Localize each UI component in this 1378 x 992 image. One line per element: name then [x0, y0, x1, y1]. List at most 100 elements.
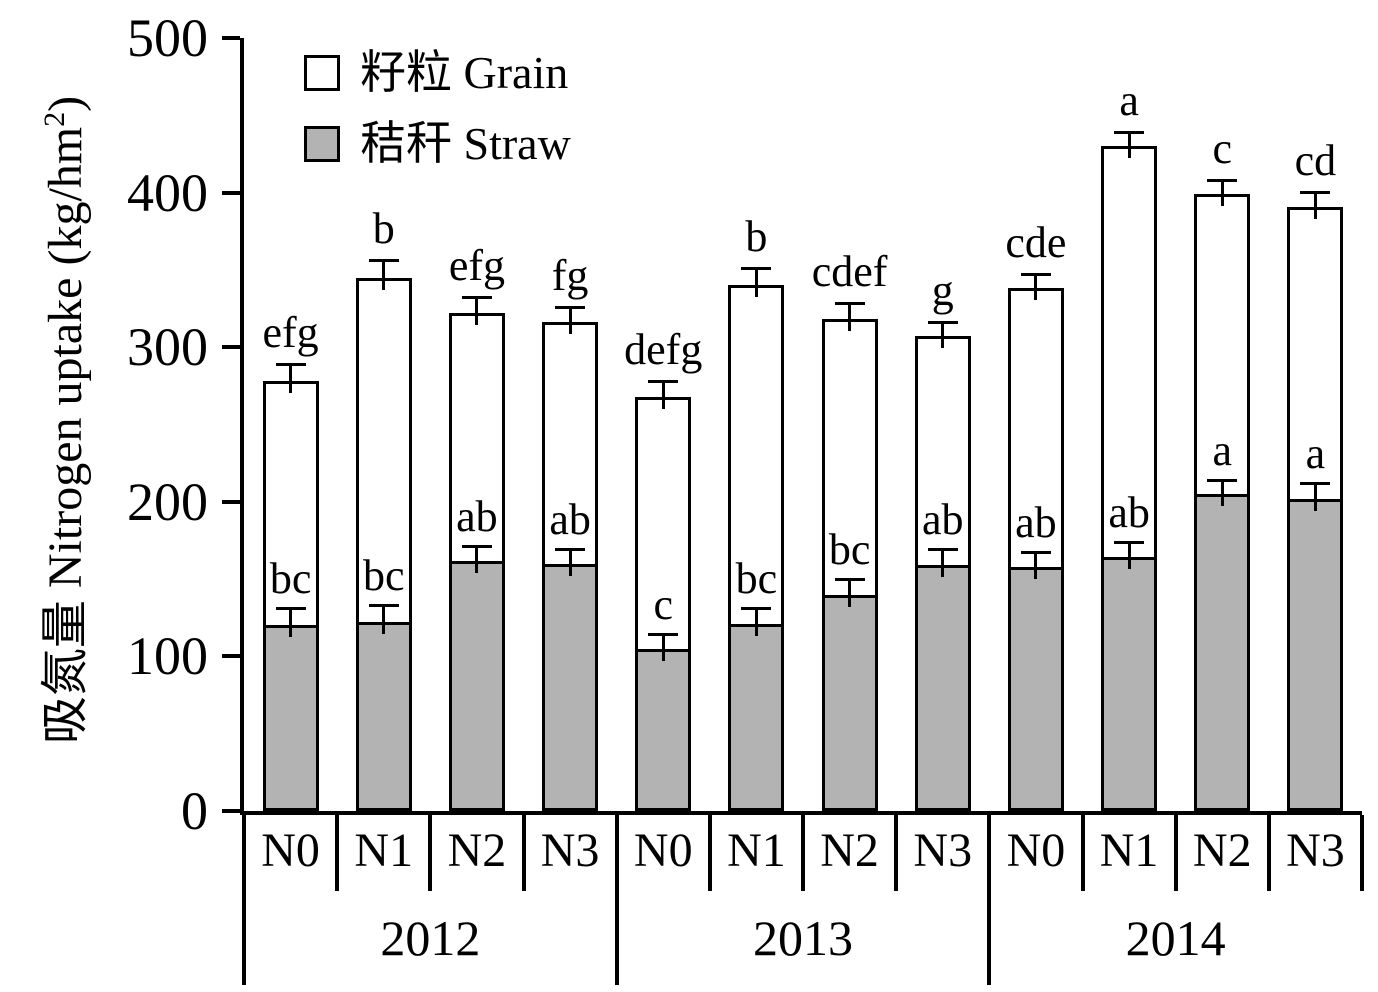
err-cap-straw-2013-N1 [741, 607, 772, 611]
sig-label-total-2012-N2: efg [448, 241, 505, 291]
err-bar-straw-2013-N0 [661, 636, 665, 661]
sig-label-straw-2012-N0: bc [269, 554, 312, 604]
x-label-2014-N2: N2 [1192, 824, 1252, 877]
sig-label-straw-2013-N3: ab [921, 495, 964, 545]
err-cap-straw-2014-N1 [1114, 540, 1145, 544]
y-tick-label-400: 400 [127, 162, 208, 223]
y-tick-500 [222, 36, 240, 40]
err-bar-straw-2014-N3 [1313, 484, 1317, 511]
plot-area: 籽粒 Grain 秸秆 Straw 0 100 200 300 400 500 bc efg b… [127, 11, 1362, 838]
sig-label-total-2012-N0: efg [262, 307, 319, 357]
err-bar-total-2012-N1 [382, 262, 386, 290]
bar-grain-2014-N1 [1101, 146, 1158, 561]
bar-grain-2014-N3 [1287, 206, 1344, 502]
err-bar-total-2013-N0 [661, 382, 665, 409]
err-cap-total-2014-N0 [1020, 273, 1051, 277]
err-bar-total-2014-N1 [1127, 133, 1131, 159]
x-separator-11 [1266, 815, 1271, 891]
err-cap-total-2014-N2 [1207, 178, 1238, 182]
err-bar-total-2012-N2 [475, 299, 479, 326]
y-tick-label-100: 100 [127, 626, 208, 687]
y-tick-200 [222, 499, 240, 504]
err-bar-total-2014-N2 [1220, 181, 1224, 207]
bar-straw-2012-N3 [542, 563, 599, 811]
bar-straw-2013-N2 [821, 594, 878, 811]
bar-straw-2014-N3 [1287, 498, 1344, 811]
err-bar-total-2014-N3 [1313, 194, 1317, 219]
y-tick-label-200: 200 [127, 471, 208, 532]
bar-grain-2013-N1 [728, 285, 785, 627]
err-bar-total-2013-N3 [941, 324, 945, 349]
x-separator-7 [894, 815, 899, 891]
err-cap-straw-2012-N1 [368, 603, 399, 607]
sig-label-total-2013-N3: g [931, 266, 954, 316]
x-label-2014-N0: N0 [1006, 824, 1066, 877]
x-label-2014-N1: N1 [1099, 824, 1159, 877]
err-bar-total-2012-N0 [289, 365, 293, 394]
err-bar-straw-2013-N1 [754, 610, 758, 636]
sig-label-total-2012-N1: b [372, 204, 395, 254]
err-cap-straw-2012-N0 [275, 607, 306, 611]
y-tick-label-500: 500 [127, 8, 208, 68]
bar-grain-2013-N3 [914, 336, 971, 569]
y-axis-label-superscript: 2 [38, 111, 71, 127]
err-bar-total-2014-N0 [1034, 276, 1038, 301]
year-label-2012: 2012 [380, 910, 481, 966]
bar-straw-2013-N3 [914, 565, 971, 811]
err-bar-straw-2013-N3 [941, 551, 945, 578]
y-tick-100 [222, 654, 240, 659]
err-bar-total-2012-N3 [568, 308, 572, 335]
sig-label-straw-2013-N2: bc [828, 524, 871, 574]
sig-label-straw-2013-N0: c [653, 580, 674, 630]
sig-label-straw-2012-N1: bc [362, 550, 405, 600]
sig-label-straw-2014-N1: ab [1108, 487, 1150, 537]
err-cap-total-2014-N1 [1114, 130, 1145, 134]
err-bar-straw-2012-N0 [289, 610, 293, 638]
err-bar-total-2013-N1 [754, 269, 758, 298]
err-bar-straw-2014-N0 [1034, 554, 1038, 579]
legend: 籽粒 Grain 秸秆 Straw [304, 47, 571, 169]
x-label-2013-N1: N1 [727, 824, 786, 877]
bar-straw-2014-N0 [1007, 566, 1064, 811]
bar-straw-2012-N2 [448, 560, 505, 811]
sig-label-total-2012-N3: fg [551, 250, 589, 300]
err-cap-straw-2014-N0 [1020, 551, 1051, 555]
bar-grain-2014-N2 [1194, 194, 1251, 498]
err-bar-straw-2014-N2 [1220, 481, 1224, 507]
err-bar-straw-2012-N2 [475, 548, 479, 573]
bar-grain-2013-N2 [821, 319, 878, 598]
sig-label-straw-2012-N3: ab [549, 495, 591, 545]
x-label-2012-N1: N1 [354, 824, 414, 877]
sig-label-total-2014-N3: cd [1294, 136, 1337, 186]
y-tick-400 [222, 190, 240, 195]
err-bar-straw-2012-N3 [568, 551, 572, 576]
err-cap-straw-2013-N3 [927, 548, 958, 552]
err-cap-total-2013-N1 [741, 266, 772, 270]
x-separator-12 [1360, 815, 1364, 891]
x-separator-4 [614, 815, 619, 985]
y-axis-label-suffix: ) [39, 95, 92, 112]
bar-straw-2014-N1 [1101, 557, 1158, 811]
sig-label-total-2014-N2: c [1212, 123, 1233, 173]
legend-label-grain: 籽粒 Grain [360, 47, 569, 98]
y-tick-0 [222, 809, 240, 813]
err-cap-total-2012-N2 [461, 296, 492, 300]
err-cap-straw-2012-N3 [555, 548, 586, 552]
bar-grain-2012-N3 [542, 322, 599, 567]
year-label-2014: 2014 [1125, 910, 1226, 966]
x-label-2012-N3: N3 [540, 824, 600, 877]
y-tick-label-300: 300 [127, 317, 208, 378]
sig-label-straw-2012-N2: ab [456, 492, 498, 542]
err-bar-total-2013-N2 [848, 305, 852, 332]
err-cap-total-2012-N1 [368, 259, 399, 263]
bar-straw-2012-N0 [262, 625, 319, 811]
bar-straw-2013-N0 [635, 648, 692, 811]
err-cap-straw-2013-N2 [834, 577, 865, 581]
sig-label-total-2013-N0: defg [624, 324, 703, 374]
err-cap-straw-2014-N3 [1300, 481, 1331, 485]
x-separator-9 [1080, 815, 1085, 891]
err-bar-straw-2013-N2 [848, 580, 852, 607]
bar-grain-2014-N0 [1007, 288, 1064, 570]
year-label-2013: 2013 [752, 910, 853, 966]
